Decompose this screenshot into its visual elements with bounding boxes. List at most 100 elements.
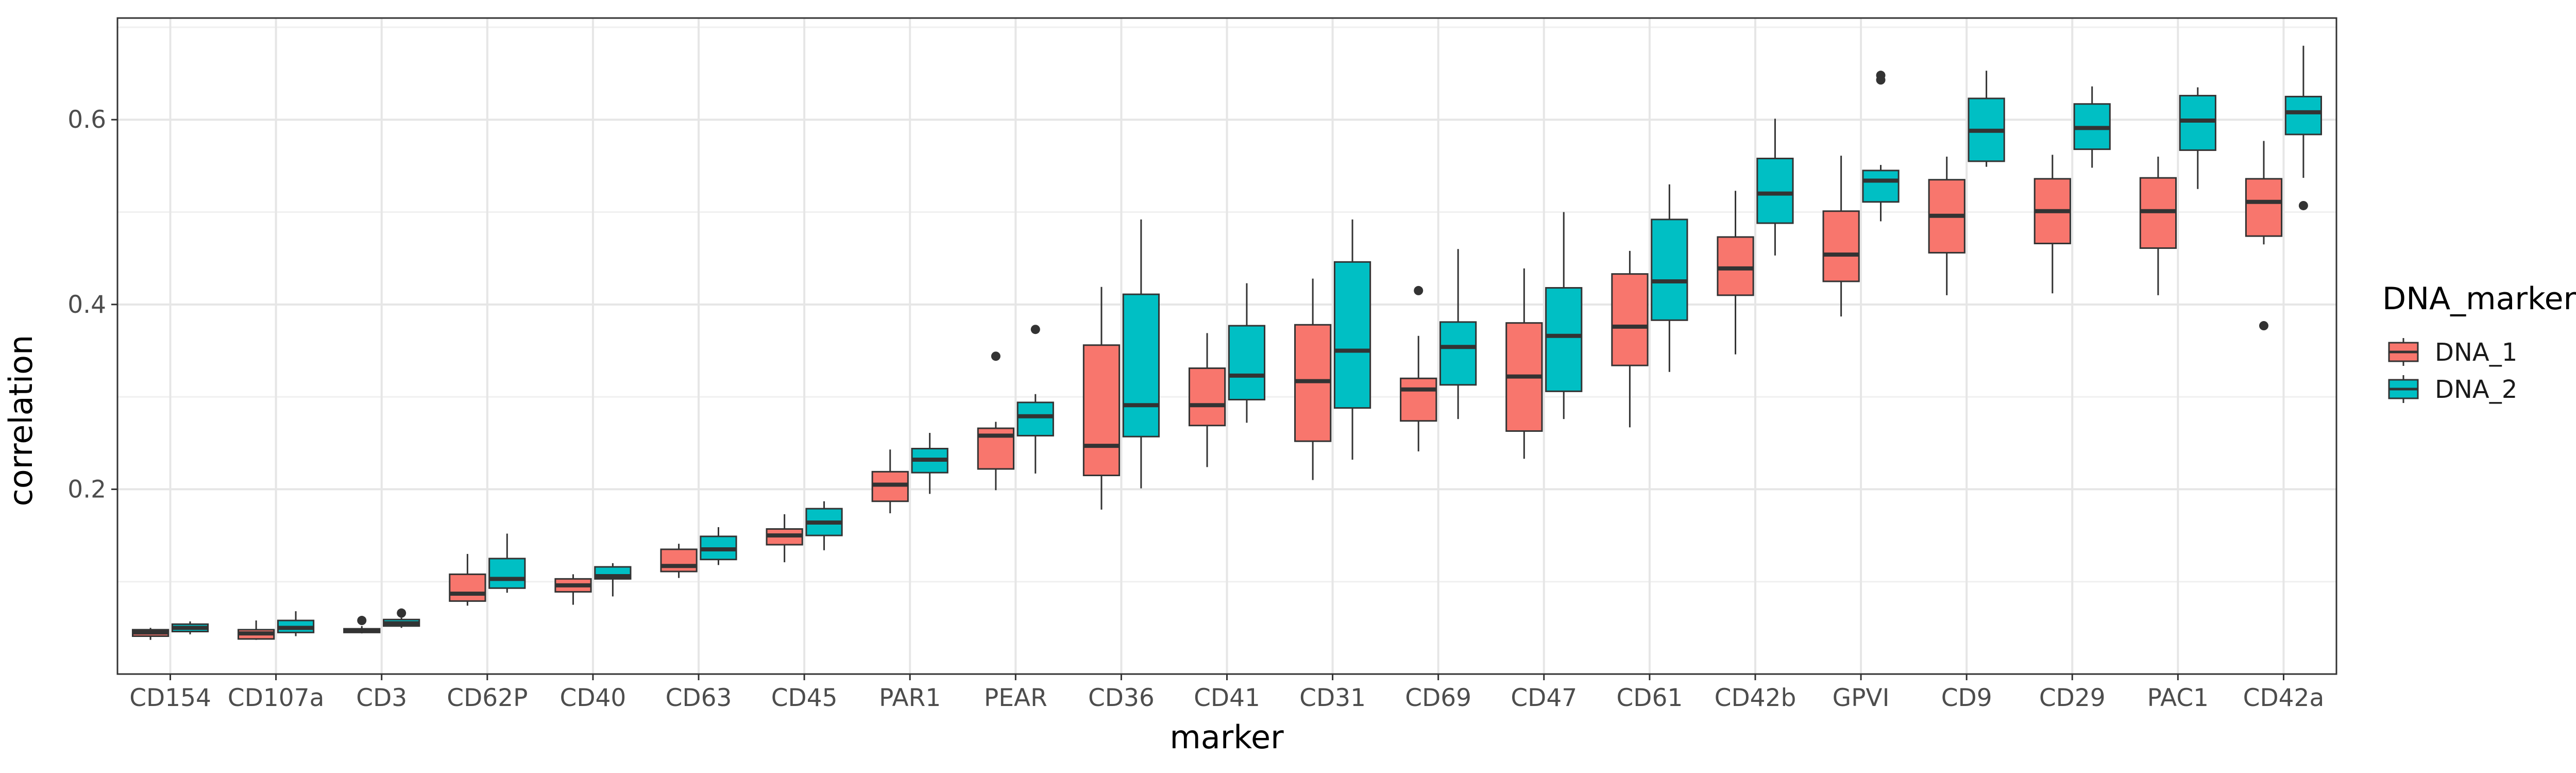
legend-label-dna-1: DNA_1	[2435, 338, 2517, 367]
x-tick-label: CD45	[771, 684, 838, 712]
box-dna-1	[1400, 285, 1437, 451]
outlier-point	[2259, 321, 2268, 331]
box-dna-1	[2139, 156, 2177, 295]
box-dna-1	[554, 574, 592, 605]
box-iqr	[1756, 158, 1794, 224]
box-dna-1	[238, 620, 275, 640]
box-dna-2	[2284, 45, 2323, 210]
box-dna-1	[977, 351, 1014, 491]
box-iqr	[1545, 287, 1583, 392]
box-dna-2	[1122, 219, 1160, 489]
legend-title: DNA_marker	[2382, 281, 2576, 317]
x-tick-label: CD31	[1299, 684, 1366, 712]
box-iqr	[2179, 95, 2216, 151]
box-iqr	[1611, 273, 1649, 366]
x-tick-label: CD42b	[1715, 684, 1797, 712]
y-tick-label: 0.2	[67, 475, 106, 503]
box-dna-2	[911, 433, 948, 494]
y-tick-label: 0.4	[67, 291, 106, 319]
box-iqr	[1122, 293, 1160, 438]
outlier-point	[2298, 200, 2308, 210]
legend: DNA_marker DNA_1 DNA_2	[2382, 281, 2576, 404]
box-dna-2	[700, 527, 737, 565]
box-dna-2	[1016, 325, 1054, 474]
outlier-point	[1414, 285, 1423, 295]
box-dna-2	[1228, 283, 1266, 423]
box-iqr	[1651, 219, 1688, 321]
x-tick-label: PAR1	[879, 684, 941, 712]
box-dna-2	[383, 608, 420, 628]
box-iqr	[2284, 95, 2323, 136]
x-tick-label: GPVI	[1833, 684, 1890, 712]
outlier-point	[1876, 71, 1886, 80]
x-tick-label: PEAR	[984, 684, 1047, 712]
box-dna-2	[488, 533, 526, 593]
box-dna-1	[1611, 250, 1649, 428]
box-dna-2	[1333, 219, 1371, 460]
box-dna-1	[871, 449, 909, 514]
x-tick-label: CD42a	[2243, 684, 2325, 712]
y-axis-label: correlation	[2, 335, 40, 507]
outlier-point	[357, 616, 367, 626]
box-dna-1	[1188, 333, 1226, 467]
x-tick-label: CD47	[1511, 684, 1577, 712]
box-iqr	[1333, 261, 1371, 409]
outlier-point	[397, 608, 406, 618]
x-tick-label: CD41	[1194, 684, 1260, 712]
box-dna-1	[1928, 156, 1965, 295]
y-tick-label: 0.6	[67, 106, 106, 134]
box-iqr	[1400, 377, 1437, 422]
box-iqr	[1862, 170, 1900, 203]
legend-label-dna-2: DNA_2	[2435, 375, 2517, 404]
box-dna-2	[805, 501, 843, 550]
box-iqr	[449, 573, 486, 602]
box-iqr	[1188, 367, 1226, 427]
outlier-point	[991, 351, 1001, 361]
x-axis-label: marker	[1170, 718, 1284, 756]
box-iqr	[1082, 344, 1121, 477]
x-tick-label: CD69	[1405, 684, 1471, 712]
x-tick-label: CD3	[356, 684, 407, 712]
box-dna-1	[2033, 155, 2071, 294]
x-tick-label: CD29	[2039, 684, 2106, 712]
x-tick-label: CD63	[666, 684, 732, 712]
box-dna-1	[1294, 278, 1332, 480]
grid-lines	[117, 18, 2336, 674]
box-dna-1	[449, 553, 486, 606]
box-dna-2	[594, 563, 632, 597]
box-dna-1	[1717, 191, 1754, 355]
box-dna-1	[2245, 141, 2283, 331]
box-dna-1	[660, 544, 698, 578]
box-dna-1	[766, 514, 803, 563]
x-tick-label: CD154	[129, 684, 211, 712]
box-dna-2	[1862, 71, 1900, 222]
box-dna-2	[1651, 184, 1688, 372]
x-tick-label: CD107a	[228, 684, 325, 712]
box-iqr	[2245, 178, 2283, 237]
box-dna-2	[1545, 212, 1583, 419]
box-dna-2	[1968, 71, 2005, 167]
boxes	[131, 45, 2323, 640]
box-dna-2	[2179, 87, 2216, 189]
outlier-point	[1030, 325, 1040, 334]
x-tick-label: CD36	[1088, 684, 1155, 712]
x-tick-label: CD9	[1941, 684, 1992, 712]
box-iqr	[1717, 236, 1754, 296]
box-iqr	[1439, 321, 1477, 386]
box-dna-2	[1756, 119, 1794, 256]
box-iqr	[1228, 325, 1266, 400]
box-iqr	[660, 548, 698, 573]
box-dna-2	[2073, 86, 2111, 168]
box-iqr	[488, 558, 526, 589]
box-iqr	[1822, 210, 1860, 282]
box-dna-2	[1439, 249, 1477, 419]
axes: 0.2 0.4 0.6 CD154 CD107a CD3 CD62P CD40 CD63 CD45…	[67, 106, 2324, 712]
box-iqr	[1016, 401, 1054, 436]
x-tick-label: CD40	[560, 684, 626, 712]
legend-item-dna-2: DNA_2	[2388, 375, 2517, 404]
box-dna-1	[1505, 268, 1543, 459]
box-dna-1	[131, 628, 170, 640]
x-tick-label: CD61	[1616, 684, 1683, 712]
